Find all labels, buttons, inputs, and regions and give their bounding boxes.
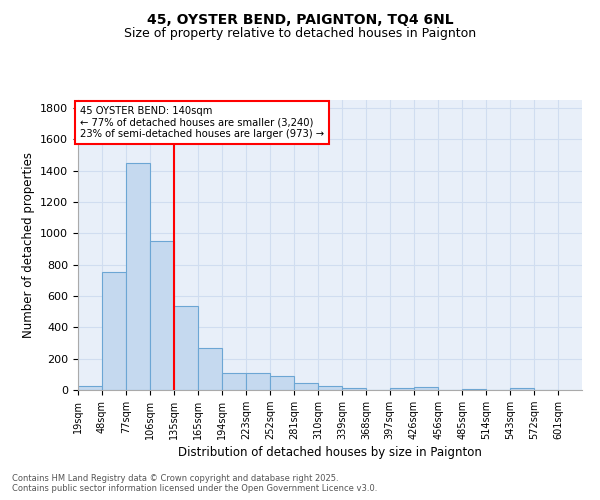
Bar (342, 388, 366, 390)
Bar (199, 348, 223, 390)
Bar (414, 387, 437, 390)
Bar (294, 383, 318, 390)
Bar (318, 386, 342, 390)
Bar (510, 388, 534, 390)
Bar (390, 388, 414, 390)
Bar (150, 241, 173, 390)
Y-axis label: Number of detached properties: Number of detached properties (22, 152, 35, 338)
Bar (463, 389, 487, 390)
Text: Contains public sector information licensed under the Open Government Licence v3: Contains public sector information licen… (12, 484, 377, 493)
Bar (246, 373, 270, 390)
Text: 45, OYSTER BEND, PAIGNTON, TQ4 6NL: 45, OYSTER BEND, PAIGNTON, TQ4 6NL (146, 12, 454, 26)
X-axis label: Distribution of detached houses by size in Paignton: Distribution of detached houses by size … (178, 446, 482, 459)
Bar (126, 162, 150, 390)
Bar (78, 386, 102, 390)
Text: Size of property relative to detached houses in Paignton: Size of property relative to detached ho… (124, 28, 476, 40)
Bar (173, 306, 197, 390)
Text: 45 OYSTER BEND: 140sqm
← 77% of detached houses are smaller (3,240)
23% of semi-: 45 OYSTER BEND: 140sqm ← 77% of detached… (80, 106, 324, 140)
Bar (270, 376, 294, 390)
Bar (102, 272, 126, 390)
Bar (223, 373, 246, 390)
Text: Contains HM Land Registry data © Crown copyright and database right 2025.: Contains HM Land Registry data © Crown c… (12, 474, 338, 483)
